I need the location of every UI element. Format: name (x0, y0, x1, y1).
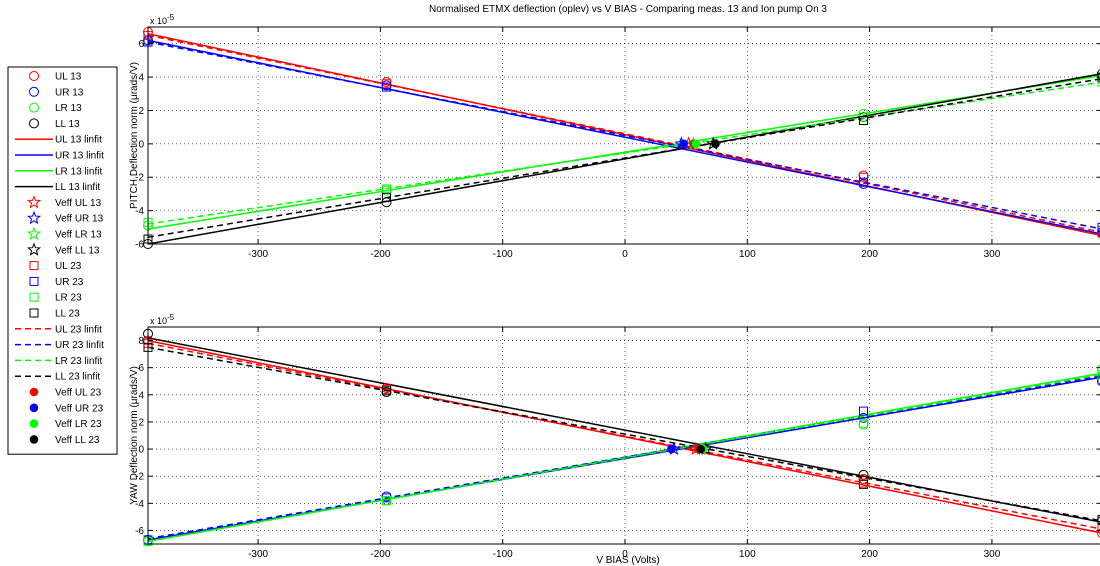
pitch-y-tick-label: 6 (138, 39, 144, 50)
yaw-y-axis-label: YAW Deflection norm (μrads/V) (129, 366, 140, 505)
legend-marker-veff-ll-23 (30, 436, 38, 444)
legend-label-lr-23-linfit: LR 23 linfit (55, 356, 102, 367)
pitch-subplot: -300 -200 -100 0 100 200 300 -6 -4 -2 0 2 4 6 x 10-5 PI… (129, 13, 1100, 260)
legend-label-ul-23: UL 23 (55, 261, 82, 272)
legend-label-ur-23-linfit: UR 23 linfit (55, 340, 104, 351)
pitch-point-veff-lr-23 (692, 140, 700, 148)
yaw-point-veff-ur-23 (668, 445, 676, 453)
chart-title: Normalised ETMX deflection (oplev) vs V … (429, 4, 827, 15)
pitch-y-tick-label: -6 (135, 240, 144, 251)
yaw-y-tick-label: 8 (138, 336, 144, 347)
yaw-x-tick-label: -200 (370, 549, 390, 560)
pitch-x-tick-label: -100 (493, 249, 513, 260)
legend-label-veff-ur-23: Veff UR 23 (55, 403, 104, 414)
yaw-exponent-label: x 10-5 (150, 313, 175, 326)
yaw-exponent-power: -5 (167, 313, 175, 322)
x-axis-label: V BIAS (Volts) (596, 555, 659, 566)
legend-label-lr-23: LR 23 (55, 293, 82, 304)
yaw-x-tick-label: -300 (248, 549, 268, 560)
legend-label-ul-13-linfit: UL 13 linfit (55, 135, 102, 146)
pitch-x-tick-label: 0 (622, 249, 628, 260)
legend-label-ll-13: LL 13 (55, 119, 80, 130)
legend-marker-veff-ul-23 (30, 388, 38, 396)
pitch-y-axis-label: PITCH Deflection norm (μrads/V) (129, 62, 140, 209)
yaw-y-tick-label: -6 (135, 526, 144, 537)
pitch-x-tick-label: 100 (739, 249, 756, 260)
legend-label-veff-lr-13: Veff LR 13 (55, 230, 102, 241)
pitch-exponent-label: x 10-5 (150, 13, 175, 26)
legend: UL 13 UR 13 LR 13 LL 13 UL 13 linfit UR 13 li… (8, 67, 117, 454)
legend-label-veff-ul-13: Veff UL 13 (55, 198, 102, 209)
pitch-x-tick-label: -200 (370, 249, 390, 260)
yaw-x-tick-label: -100 (493, 549, 513, 560)
legend-label-lr-13: LR 13 (55, 103, 82, 114)
pitch-x-tick-label: -300 (248, 249, 268, 260)
legend-label-veff-ll-23: Veff LL 23 (55, 435, 100, 446)
legend-marker-veff-ur-23 (30, 404, 38, 412)
legend-label-ul-23-linfit: UL 23 linfit (55, 324, 102, 335)
legend-label-ur-13: UR 13 (55, 87, 84, 98)
pitch-exponent-power: -5 (167, 13, 175, 22)
legend-label-ll-13-linfit: LL 13 linfit (55, 182, 100, 193)
legend-label-ll-23-linfit: LL 23 linfit (55, 372, 100, 383)
legend-label-ur-23: UR 23 (55, 277, 84, 288)
legend-label-lr-13-linfit: LR 13 linfit (55, 166, 102, 177)
yaw-point-veff-ll-23 (697, 445, 705, 453)
legend-label-ll-23: LL 23 (55, 309, 80, 320)
pitch-x-tick-label: 200 (861, 249, 878, 260)
yaw-x-tick-label: 100 (739, 549, 756, 560)
legend-label-veff-ur-13: Veff UR 13 (55, 214, 104, 225)
pitch-x-tick-label: 300 (984, 249, 1001, 260)
legend-label-ur-13-linfit: UR 13 linfit (55, 151, 104, 162)
legend-label-ul-13: UL 13 (55, 72, 82, 83)
yaw-x-tick-label: 300 (984, 549, 1001, 560)
legend-label-veff-ul-23: Veff UL 23 (55, 388, 102, 399)
legend-label-veff-lr-23: Veff LR 23 (55, 419, 102, 430)
yaw-subplot: -300 -200 -100 0 100 200 300 -6 -4 -2 0 2 4 6 8 x 10-5 Y… (129, 313, 1100, 560)
legend-marker-veff-lr-23 (30, 420, 38, 428)
yaw-x-tick-label: 200 (861, 549, 878, 560)
pitch-point-veff-ur-23 (680, 140, 688, 148)
pitch-point-veff-ll-23 (712, 140, 720, 148)
legend-label-veff-ll-13: Veff LL 13 (55, 245, 100, 256)
